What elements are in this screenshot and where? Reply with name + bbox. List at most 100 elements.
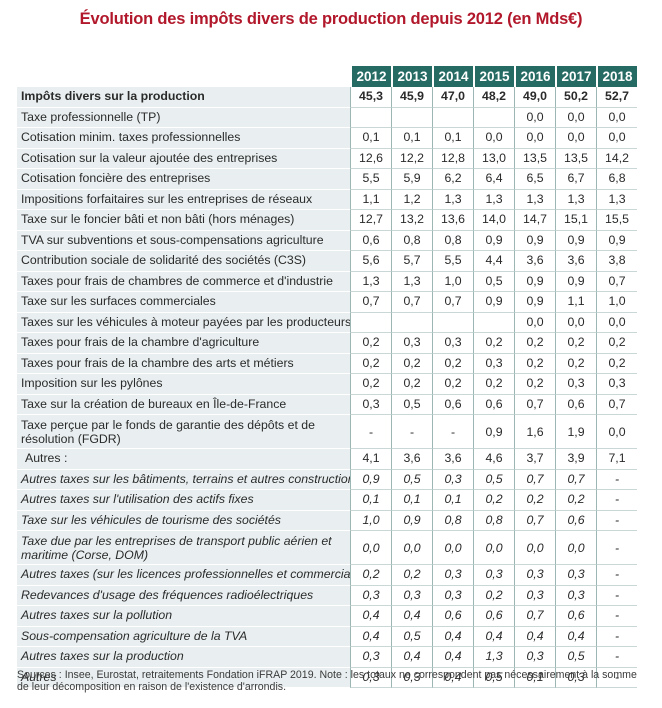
year-header: 2012 bbox=[350, 66, 391, 87]
value-cell: 0,1 bbox=[391, 490, 432, 511]
value-cell: 0,2 bbox=[350, 353, 391, 374]
row-label: Redevances d'usage des fréquences radioé… bbox=[17, 585, 350, 606]
value-cell: 0,0 bbox=[391, 531, 432, 565]
value-cell: 0,4 bbox=[391, 606, 432, 627]
table-row: Autres taxes sur l'utilisation des actif… bbox=[17, 490, 637, 511]
table-row: Redevances d'usage des fréquences radioé… bbox=[17, 585, 637, 606]
value-cell: 0,6 bbox=[473, 606, 514, 627]
year-header: 2015 bbox=[473, 66, 514, 87]
value-cell: 0,4 bbox=[432, 667, 473, 688]
value-cell: 6,2 bbox=[432, 169, 473, 190]
value-cell: 12,7 bbox=[350, 210, 391, 231]
row-label: Cotisation foncière des entreprises bbox=[17, 169, 350, 190]
value-cell: 0,3 bbox=[350, 394, 391, 415]
value-cell: 0,3 bbox=[473, 353, 514, 374]
value-cell: 4,4 bbox=[473, 251, 514, 272]
value-cell: 0,0 bbox=[596, 312, 637, 333]
value-cell: 0,3 bbox=[391, 333, 432, 354]
value-cell: 1,9 bbox=[555, 415, 596, 449]
value-cell: 6,5 bbox=[514, 169, 555, 190]
value-cell: 0,5 bbox=[473, 469, 514, 490]
value-cell: 0,7 bbox=[391, 292, 432, 313]
value-cell: 50,2 bbox=[555, 87, 596, 108]
value-cell bbox=[350, 312, 391, 333]
value-cell bbox=[473, 107, 514, 128]
value-cell: 0,3 bbox=[473, 565, 514, 586]
row-label: Autres taxes sur la production bbox=[17, 647, 350, 668]
value-cell: 0,3 bbox=[391, 585, 432, 606]
value-cell: 0,8 bbox=[432, 230, 473, 251]
value-cell: 0,2 bbox=[555, 490, 596, 511]
value-cell: - bbox=[596, 606, 637, 627]
value-cell: 0,3 bbox=[350, 667, 391, 688]
value-cell: 0,0 bbox=[596, 107, 637, 128]
value-cell: 5,6 bbox=[350, 251, 391, 272]
row-label: Taxe due par les entreprises de transpor… bbox=[17, 531, 350, 565]
value-cell: 0,7 bbox=[514, 469, 555, 490]
value-cell: 0,5 bbox=[391, 394, 432, 415]
value-cell: 0,2 bbox=[514, 353, 555, 374]
value-cell: 5,5 bbox=[350, 169, 391, 190]
value-cell: 0,1 bbox=[350, 490, 391, 511]
value-cell bbox=[432, 312, 473, 333]
value-cell: 45,9 bbox=[391, 87, 432, 108]
table-row: Taxe perçue par le fonds de garantie des… bbox=[17, 415, 637, 449]
table-row: Taxe due par les entreprises de transpor… bbox=[17, 531, 637, 565]
value-cell: 0,1 bbox=[391, 128, 432, 149]
table-row: TVA sur subventions et sous-compensation… bbox=[17, 230, 637, 251]
row-label: Imposition sur les pylônes bbox=[17, 374, 350, 395]
value-cell: 1,3 bbox=[555, 189, 596, 210]
value-cell: 0,0 bbox=[473, 128, 514, 149]
row-label: Autres taxes sur la pollution bbox=[17, 606, 350, 627]
value-cell: - bbox=[596, 667, 637, 688]
value-cell: 0,0 bbox=[555, 312, 596, 333]
table-row: Imposition sur les pylônes 0,2 0,2 0,2 0,2 0,… bbox=[17, 374, 637, 395]
value-cell: 0,9 bbox=[514, 292, 555, 313]
value-cell: 6,8 bbox=[596, 169, 637, 190]
value-cell: 0,3 bbox=[432, 585, 473, 606]
value-cell bbox=[391, 312, 432, 333]
value-cell: 0,2 bbox=[432, 374, 473, 395]
value-cell: - bbox=[596, 647, 637, 668]
table-row: Cotisation minim. taxes professionnelles… bbox=[17, 128, 637, 149]
value-cell: 0,5 bbox=[391, 469, 432, 490]
value-cell: 0,7 bbox=[596, 271, 637, 292]
table-row: Impôts divers sur la production 45,3 45,9 4… bbox=[17, 87, 637, 108]
value-cell: 0,2 bbox=[555, 333, 596, 354]
year-header-row: 2012 2013 2014 2015 2016 2017 2018 bbox=[17, 66, 637, 87]
value-cell: 0,7 bbox=[596, 394, 637, 415]
value-cell: - bbox=[350, 415, 391, 449]
row-label: Impôts divers sur la production bbox=[17, 87, 350, 108]
table-row: Taxe sur les véhicules de tourisme des s… bbox=[17, 510, 637, 531]
value-cell: 0,5 bbox=[555, 647, 596, 668]
value-cell: 0,2 bbox=[432, 353, 473, 374]
value-cell: 0,6 bbox=[432, 394, 473, 415]
value-cell: 6,4 bbox=[473, 169, 514, 190]
value-cell: 1,3 bbox=[596, 189, 637, 210]
value-cell: 1,0 bbox=[350, 510, 391, 531]
value-cell: 4,6 bbox=[473, 449, 514, 470]
value-cell: 47,0 bbox=[432, 87, 473, 108]
value-cell: 52,7 bbox=[596, 87, 637, 108]
value-cell: 0,9 bbox=[514, 271, 555, 292]
row-label: Autres : bbox=[17, 449, 350, 470]
value-cell: 3,6 bbox=[391, 449, 432, 470]
table-row: Taxe sur les surfaces commerciales 0,7 0,7… bbox=[17, 292, 637, 313]
value-cell: 0,3 bbox=[432, 565, 473, 586]
value-cell: 0,3 bbox=[555, 585, 596, 606]
value-cell: 1,3 bbox=[432, 189, 473, 210]
value-cell: 0,0 bbox=[432, 531, 473, 565]
value-cell: - bbox=[596, 565, 637, 586]
value-cell: 1,1 bbox=[555, 292, 596, 313]
value-cell: 0,6 bbox=[350, 230, 391, 251]
row-label: TVA sur subventions et sous-compensation… bbox=[17, 230, 350, 251]
table-row: Contribution sociale de solidarité des s… bbox=[17, 251, 637, 272]
row-label: Taxes pour frais de la chambre des arts … bbox=[17, 353, 350, 374]
value-cell: 0,0 bbox=[514, 128, 555, 149]
value-cell: - bbox=[596, 490, 637, 511]
value-cell bbox=[473, 312, 514, 333]
value-cell: 0,3 bbox=[555, 565, 596, 586]
value-cell: 1,0 bbox=[596, 292, 637, 313]
row-label: Impositions forfaitaires sur les entrepr… bbox=[17, 189, 350, 210]
value-cell: - bbox=[432, 415, 473, 449]
